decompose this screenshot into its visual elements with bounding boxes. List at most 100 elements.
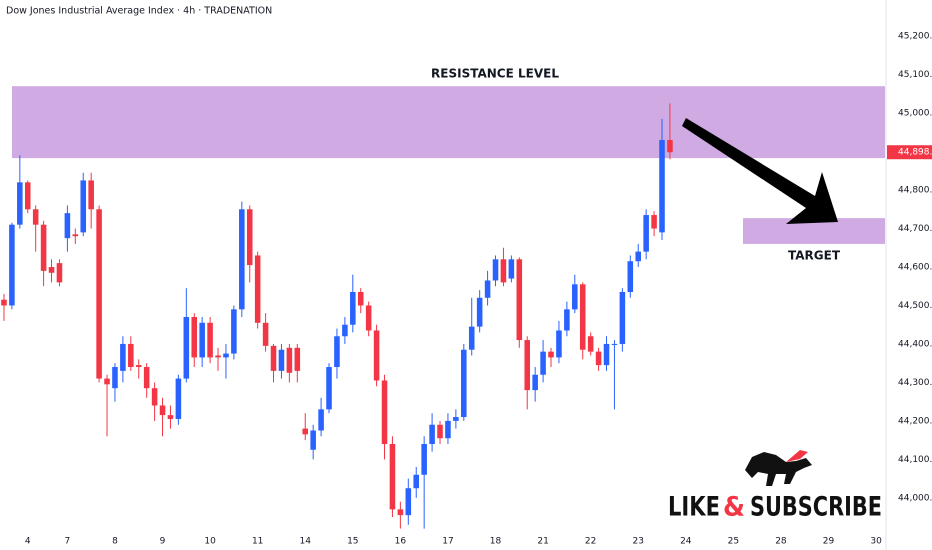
candle-body [159, 405, 166, 416]
candle-body [318, 409, 324, 431]
candle-body [461, 349, 467, 418]
candle-body [548, 351, 554, 358]
candle-body [468, 326, 475, 350]
logo-text: LIKE [668, 492, 720, 523]
candle-body [373, 330, 380, 381]
x-tick-label: 29 [823, 537, 835, 547]
price-label-bg [887, 145, 932, 160]
candle-body [199, 322, 205, 358]
candle-body [587, 336, 594, 352]
y-tick-label: 44,600.0 [898, 263, 932, 273]
candle-body [667, 140, 673, 153]
candle-body [643, 215, 649, 252]
candle-body [532, 374, 538, 391]
x-tick-label: 8 [112, 537, 118, 547]
candle-body [151, 388, 158, 406]
candle-body [17, 182, 23, 225]
y-tick-label: 44,000.0 [898, 493, 932, 503]
candle-body [516, 259, 523, 341]
candle-body [579, 284, 586, 350]
candle-body [175, 378, 182, 419]
x-tick-label: 22 [585, 537, 596, 547]
candle-body [9, 224, 15, 306]
candle-body [278, 349, 285, 371]
candle-body [437, 424, 443, 439]
arrow [682, 118, 838, 224]
zone-label: TARGET [788, 248, 841, 262]
y-tick-label: 44,400.0 [898, 339, 932, 349]
candle-body [611, 343, 618, 345]
candle-body [24, 182, 31, 210]
y-tick-label: 45,100.0 [898, 70, 932, 80]
candle-body [302, 428, 309, 435]
candle-body [270, 345, 277, 371]
candle-body [556, 330, 562, 358]
candle-body [508, 259, 515, 279]
candle-body [135, 365, 142, 368]
candle-body [365, 305, 372, 331]
candle-body [310, 430, 316, 450]
candle-body [397, 509, 404, 516]
candle-body [540, 351, 546, 375]
candle-body [453, 417, 459, 421]
candle-body [500, 259, 507, 283]
candle-body [484, 280, 491, 298]
x-tick-label: 15 [347, 537, 358, 547]
candle-body [350, 292, 356, 325]
candle-body [72, 234, 79, 237]
candle-body [445, 420, 451, 439]
candle-body [381, 380, 388, 444]
candle-body [326, 367, 332, 410]
candle-body [389, 443, 396, 510]
candle-body [564, 309, 570, 331]
zone [12, 86, 885, 159]
candle-body [651, 215, 657, 229]
candle-body [104, 378, 110, 385]
candle-body [524, 340, 531, 391]
x-tick-label: 24 [680, 537, 692, 547]
zone-label: RESISTANCE LEVEL [431, 67, 559, 81]
candle-body [48, 267, 55, 273]
candle-body [191, 317, 198, 358]
candle-body [334, 336, 340, 368]
candle-body [635, 251, 641, 262]
x-tick-label: 10 [204, 537, 216, 547]
candle-body [603, 343, 610, 366]
y-tick-label: 45,000.0 [898, 109, 932, 119]
candle-body [254, 255, 261, 323]
y-tick-label: 44,700.0 [898, 224, 932, 234]
x-tick-label: 16 [395, 537, 407, 547]
logo-text: SUBSCRIBE [750, 492, 882, 523]
x-tick-label: 25 [728, 537, 739, 547]
candle-body [492, 259, 499, 281]
candle-body [357, 292, 364, 306]
x-tick-label: 9 [160, 537, 166, 547]
candle-body [595, 351, 602, 366]
candle-body [183, 317, 190, 379]
candle-body [246, 209, 253, 266]
candle-body [286, 347, 293, 373]
candle-body [572, 284, 578, 310]
candle-body [40, 224, 47, 271]
y-tick-label: 44,100.0 [898, 455, 932, 465]
candle-body [429, 424, 435, 444]
candle-body [112, 367, 118, 389]
candle-body [342, 324, 348, 337]
candle-body [80, 180, 87, 233]
candle-body [143, 367, 150, 389]
candle-body [476, 297, 483, 327]
y-tick-label: 44,200.0 [898, 416, 932, 426]
candle-body [413, 474, 420, 489]
candle-body [262, 322, 269, 346]
candle-body [239, 209, 245, 310]
x-tick-label: 23 [632, 537, 643, 547]
x-tick-label: 7 [65, 537, 71, 547]
candle-body [223, 353, 229, 358]
x-tick-label: 18 [490, 537, 502, 547]
candle-body [231, 309, 237, 354]
candle-body [619, 292, 626, 344]
logo-icon [745, 450, 812, 486]
candle-body [128, 343, 134, 368]
